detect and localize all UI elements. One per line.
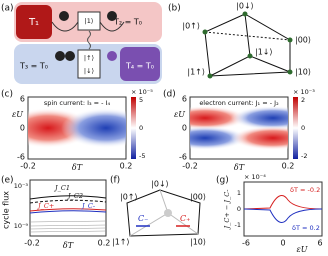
y-label: εU <box>174 110 185 119</box>
x-tick: -6 <box>242 239 250 248</box>
x-label: δT <box>63 241 74 250</box>
x-tick: 0 <box>280 239 285 248</box>
y-tick: 10⁻³ <box>14 182 29 190</box>
panel-title: electron current: J₁ = - J₂ <box>199 99 279 107</box>
bath-label: T₂ = T₀ <box>113 18 142 27</box>
panel-label: (d) <box>163 90 176 100</box>
curve-label: J_C1 <box>53 184 70 192</box>
y-tick: -1 <box>235 221 241 229</box>
bath <box>16 5 52 39</box>
y-label: J_C+ − J_C- <box>223 190 231 231</box>
node-label: |1↓⟩ <box>255 48 273 57</box>
colorbar-tick: 2 <box>301 96 305 104</box>
electron <box>59 11 69 21</box>
bath-label: T₃ = T₀ <box>19 62 48 71</box>
electron <box>55 51 65 61</box>
colorbar-tick: 5 <box>139 96 143 104</box>
node-label: |10⟩ <box>295 68 311 77</box>
node-label: |0↑⟩ <box>182 22 200 31</box>
colorbar-tick: -2 <box>301 152 307 160</box>
plot-area <box>29 179 107 237</box>
coupling <box>87 30 91 50</box>
y-tick: 10⁻⁹ <box>14 222 29 230</box>
y-tick: 1 <box>237 189 241 197</box>
panel-label: (e) <box>1 176 14 186</box>
electron <box>65 51 75 61</box>
x-tick: 0.2 <box>98 239 111 248</box>
x-tick: -0.2 <box>20 162 36 171</box>
colorbar <box>293 97 298 159</box>
y-tick: 0 <box>237 205 241 213</box>
cycle-label: C₊ <box>180 214 190 223</box>
x-tick: 6 <box>317 239 322 248</box>
legend-entry: δT = 0.2 <box>292 224 320 232</box>
colorbar-scale: × 10⁻⁵ <box>131 88 153 96</box>
panel-label: (f) <box>110 176 120 186</box>
graph-node <box>164 209 172 217</box>
node-label: |10⟩ <box>190 238 206 247</box>
y-tick: 0 <box>182 124 187 133</box>
node-label: |00⟩ <box>295 36 311 45</box>
colorbar-tick: 0 <box>301 124 305 132</box>
colorbar-scale: × 10⁻³ <box>293 88 315 96</box>
y-tick: 6 <box>182 95 187 104</box>
x-tick: -0.2 <box>24 239 40 248</box>
node-label: |00⟩ <box>190 193 206 202</box>
curve-label: J_C- <box>80 202 95 210</box>
panel-title: spin current: I₃ = - I₄ <box>44 99 111 107</box>
curve <box>243 208 323 223</box>
curve-label: J_C+ <box>36 202 54 210</box>
dot-label: |1⟩ <box>85 17 94 25</box>
y-tick: -6 <box>17 153 25 162</box>
y-label: εU <box>12 110 23 119</box>
node-label: |1↑⟩ <box>187 68 205 77</box>
graph-edges <box>204 13 291 77</box>
curve-label: J_C2 <box>66 192 83 200</box>
node-label: |0↓⟩ <box>151 180 169 189</box>
flux-curves <box>29 195 107 233</box>
panel-label: (b) <box>168 4 181 14</box>
x-label: εU <box>296 245 307 254</box>
y-tick: 0 <box>20 124 25 133</box>
x-label: δT <box>72 163 83 172</box>
panel-label: (c) <box>1 90 13 100</box>
arrow <box>51 21 125 32</box>
x-tick: 0.2 <box>120 162 133 171</box>
colorbar-tick: -5 <box>139 152 145 160</box>
y-tick: -6 <box>179 153 187 162</box>
x-tick: 0.2 <box>282 162 295 171</box>
electron <box>107 51 117 61</box>
panel-label: (g) <box>216 176 229 186</box>
dot-label: |↓⟩ <box>84 67 94 75</box>
bath-label: T₄ = T₀ <box>125 62 154 71</box>
colorbar-tick: 0 <box>139 124 143 132</box>
y-tick: 6 <box>20 95 25 104</box>
bath-label: T₁ <box>28 17 39 28</box>
heatmap-field <box>28 108 126 148</box>
dot <box>77 49 101 79</box>
node-label: |0↑⟩ <box>120 193 138 202</box>
panel-label: (a) <box>1 4 14 14</box>
x-tick: -0.2 <box>182 162 198 171</box>
dot-label: |↑⟩ <box>84 54 94 62</box>
dot <box>77 11 101 31</box>
graph-nodes <box>202 11 293 79</box>
axis-scale: × 10⁻⁴ <box>244 173 266 181</box>
cycle-label: C₋ <box>138 214 148 223</box>
electron <box>107 11 117 21</box>
curve <box>243 195 323 210</box>
y-label: cycle flux <box>2 191 11 229</box>
node-label: |1↑⟩ <box>112 238 130 247</box>
bath <box>120 47 160 81</box>
heatmap-field <box>190 106 288 150</box>
colorbar <box>131 97 136 159</box>
x-label: δT <box>234 163 245 172</box>
legend-entry: δT = -0.2 <box>290 186 320 194</box>
node-label: |0↓⟩ <box>236 2 254 11</box>
